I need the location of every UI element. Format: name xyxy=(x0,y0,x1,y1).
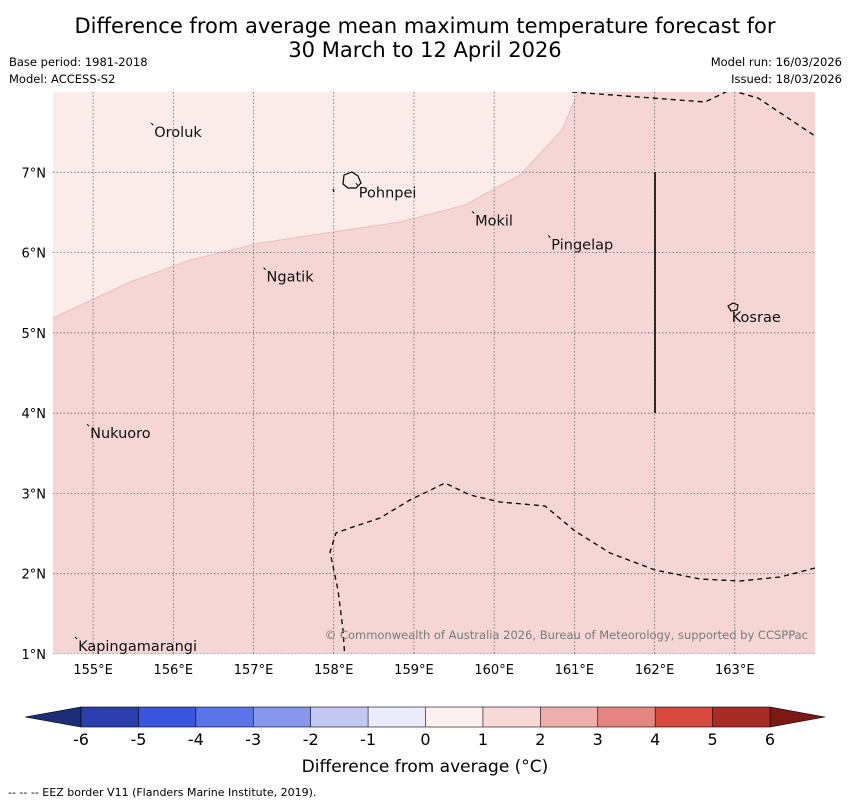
colorbar-tick-label: 6 xyxy=(765,730,775,749)
anomaly-band-0-1 xyxy=(53,92,578,318)
colorbar-tick-label: 3 xyxy=(593,730,603,749)
colorbar-label: Difference from average (°C) xyxy=(301,757,549,777)
copyright-notice: © Commonwealth of Australia 2026, Bureau… xyxy=(325,628,808,642)
title-line-2: 30 March to 12 April 2026 xyxy=(288,38,562,62)
colorbar-bin xyxy=(138,707,197,727)
colorbar-tick-label: -1 xyxy=(360,730,376,749)
place-marker xyxy=(547,235,551,238)
model-name: Model: ACCESS-S2 xyxy=(9,72,116,86)
place-marker xyxy=(74,636,78,640)
longitude-label: 160°E xyxy=(474,663,514,678)
longitude-label: 162°E xyxy=(635,663,675,678)
colorbar-bin xyxy=(81,707,139,727)
colorbar-tick-label: 2 xyxy=(535,730,545,749)
place-label-kosrae: Kosrae xyxy=(732,310,781,326)
colorbar-bin xyxy=(540,707,599,727)
map-plot-area: Oroluk Pohnpei Mokil Pingelap Ngatik Kosrae Nu… xyxy=(53,92,815,655)
latitude-label: 7°N xyxy=(22,166,47,181)
longitude-label: 159°E xyxy=(394,663,434,678)
place-marker xyxy=(471,211,475,214)
place-marker xyxy=(86,423,90,427)
place-label-oroluk: Oroluk xyxy=(154,125,202,141)
colorbar-tick-label: 1 xyxy=(478,730,488,749)
longitude-labels: 155°E 156°E 157°E 158°E 159°E 160°E 161°E 162°E… xyxy=(73,663,754,678)
longitude-label: 157°E xyxy=(234,663,274,678)
longitude-label: 158°E xyxy=(314,663,354,678)
longitude-label: 161°E xyxy=(555,663,595,678)
colorbar: -6 -5 -4 -3 -2 -1 0 1 2 3 4 5 6 xyxy=(24,706,826,749)
colorbar-tick-label: -6 xyxy=(73,730,89,749)
model-info: Base period: 1981-2018 Model: ACCESS-S2 xyxy=(9,54,148,88)
place-label-kapingamarangi: Kapingamarangi xyxy=(78,639,197,655)
latitude-label: 4°N xyxy=(22,407,47,422)
place-label-pingelap: Pingelap xyxy=(551,238,613,254)
latitude-label: 3°N xyxy=(22,487,47,502)
colorbar-tick-label: -5 xyxy=(130,730,146,749)
colorbar-bin xyxy=(597,707,656,727)
colorbar-tick-label: -3 xyxy=(245,730,261,749)
colorbar-bin xyxy=(310,707,369,727)
colorbar-tick-label: 4 xyxy=(650,730,660,749)
colorbar-tick-label: 5 xyxy=(707,730,717,749)
longitude-label: 155°E xyxy=(73,663,113,678)
place-marker xyxy=(150,122,154,126)
latitude-label: 6°N xyxy=(22,247,47,262)
model-run: Model run: 16/03/2026 xyxy=(710,55,842,69)
colorbar-tick-label: -4 xyxy=(188,730,204,749)
place-label-pohnpei: Pohnpei xyxy=(359,185,417,201)
forecast-map[interactable]: Oroluk Pohnpei Mokil Pingelap Ngatik Kosrae Nu… xyxy=(0,0,850,760)
title-line-1: Difference from average mean maximum tem… xyxy=(74,14,776,38)
colorbar-tick-label: 0 xyxy=(420,730,430,749)
colorbar-frame xyxy=(80,706,771,728)
colorbar-tick-label: -2 xyxy=(303,730,319,749)
graticule xyxy=(53,92,815,654)
anomaly-contour xyxy=(53,92,579,319)
place-marker xyxy=(728,307,732,311)
place-labels: Oroluk Pohnpei Mokil Pingelap Ngatik Kosrae Nu… xyxy=(74,122,781,655)
colorbar-bin xyxy=(482,707,541,727)
pohnpei-islet xyxy=(332,188,335,193)
colorbar-over-arrow xyxy=(769,706,826,728)
colorbar-under-arrow xyxy=(24,706,82,728)
place-label-nukuoro: Nukuoro xyxy=(90,426,151,442)
longitude-label: 163°E xyxy=(715,663,755,678)
latitude-label: 1°N xyxy=(22,648,47,663)
colorbar-bin xyxy=(253,707,311,727)
eez-borders xyxy=(329,92,815,654)
pohnpei-island-outline xyxy=(342,171,362,189)
base-period: Base period: 1981-2018 xyxy=(9,55,148,69)
colorbar-bin xyxy=(195,707,254,727)
eez-footnote: -- -- -- EEZ border V11 (Flanders Marine… xyxy=(8,786,317,799)
issued-date: Issued: 18/03/2026 xyxy=(731,72,842,86)
longitude-label: 156°E xyxy=(154,663,194,678)
place-label-ngatik: Ngatik xyxy=(267,270,315,286)
latitude-labels: 7°N 6°N 5°N 4°N 3°N 2°N 1°N xyxy=(22,166,47,663)
chart-title: Difference from average mean maximum tem… xyxy=(0,14,850,62)
colorbar-bin xyxy=(368,707,426,727)
place-marker xyxy=(355,182,359,186)
kosrae-island-outline xyxy=(727,302,739,312)
colorbar-bin xyxy=(655,707,713,727)
colorbar-bin xyxy=(712,707,771,727)
colorbar-bin xyxy=(425,707,484,727)
run-info: Model run: 16/03/2026 Issued: 18/03/2026 xyxy=(711,54,842,88)
latitude-label: 5°N xyxy=(22,327,47,342)
eez-border-south xyxy=(329,482,815,654)
place-marker xyxy=(263,267,266,270)
latitude-label: 2°N xyxy=(22,568,47,583)
place-label-mokil: Mokil xyxy=(475,213,513,229)
